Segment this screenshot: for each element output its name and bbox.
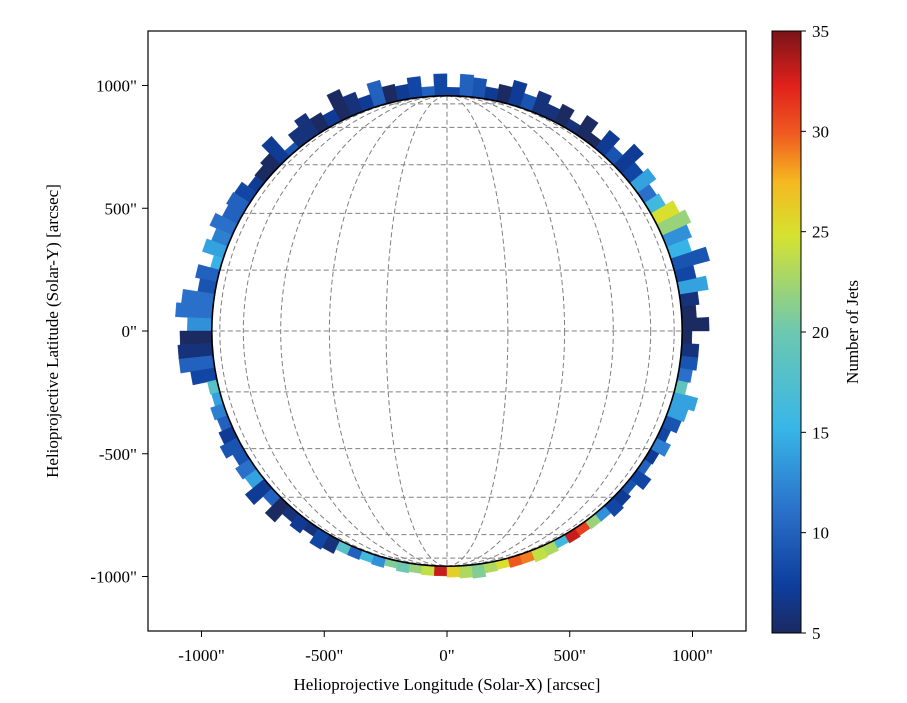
jet-bar — [187, 317, 213, 332]
colorbar-tick-label: 5 — [812, 624, 821, 643]
jet-bar — [459, 73, 475, 98]
colorbar-tick-label: 35 — [812, 22, 829, 41]
jet-bar — [680, 304, 697, 319]
jet-count-bars — [175, 73, 711, 579]
x-tick-label: 1000" — [672, 646, 713, 665]
x-tick-label: -1000" — [178, 646, 225, 665]
colorbar-tick-label: 25 — [812, 223, 829, 242]
x-tick-label: -500" — [305, 646, 343, 665]
y-tick-label: 1000" — [96, 77, 137, 96]
colorbar-tick-label: 10 — [812, 524, 829, 543]
y-tick-label: 0" — [122, 322, 137, 341]
colorbar-ticks: 5 10 15 20 25 30 35 — [801, 22, 829, 643]
jet-bar — [679, 355, 699, 371]
colorbar-tick-label: 30 — [812, 122, 829, 141]
colorbar-gradient — [771, 30, 802, 634]
jet-bar — [681, 317, 710, 332]
plot-area — [147, 30, 747, 632]
x-tick-label: 500" — [554, 646, 586, 665]
x-axis-ticks: -1000" -500" 0" 500" 1000" — [178, 631, 713, 665]
jet-bar — [446, 565, 461, 578]
jet-bar — [681, 330, 693, 345]
y-tick-label: -500" — [99, 445, 137, 464]
colorbar-label: Number of Jets — [843, 280, 862, 384]
jet-bar — [471, 563, 487, 579]
solar-limb — [211, 95, 683, 567]
y-tick-label: 500" — [105, 199, 137, 218]
solar-disk — [211, 95, 683, 567]
colorbar: 5 10 15 20 25 30 35 Number of Jets — [771, 22, 862, 643]
y-axis-label: Helioprojective Latitude (Solar-Y) [arcs… — [43, 184, 62, 478]
x-tick-label: 0" — [439, 646, 454, 665]
colorbar-tick-label: 15 — [812, 423, 829, 442]
jet-bar — [459, 564, 474, 579]
jet-bar — [680, 343, 700, 358]
x-axis-label: Helioprojective Longitude (Solar-X) [arc… — [294, 675, 601, 694]
jet-bar — [433, 565, 448, 577]
y-axis-ticks: 1000" 500" 0" -500" -1000" — [90, 77, 148, 587]
colorbar-tick-label: 20 — [812, 323, 829, 342]
y-tick-label: -1000" — [90, 568, 137, 587]
jet-bar — [446, 87, 460, 97]
jet-bar — [433, 73, 448, 97]
jet-bar — [179, 330, 213, 346]
